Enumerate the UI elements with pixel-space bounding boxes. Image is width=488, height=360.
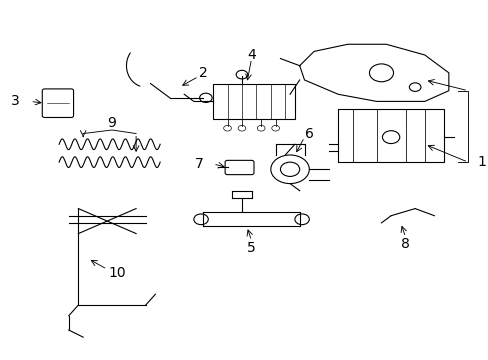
Text: 9: 9: [107, 116, 116, 130]
Text: 8: 8: [400, 237, 409, 251]
Text: 1: 1: [477, 155, 486, 169]
Text: 10: 10: [108, 266, 125, 280]
Text: 5: 5: [247, 241, 255, 255]
Text: 4: 4: [247, 48, 255, 62]
Text: 6: 6: [304, 127, 313, 140]
Text: 3: 3: [11, 94, 20, 108]
Text: 2: 2: [198, 66, 207, 80]
Text: 7: 7: [194, 157, 203, 171]
